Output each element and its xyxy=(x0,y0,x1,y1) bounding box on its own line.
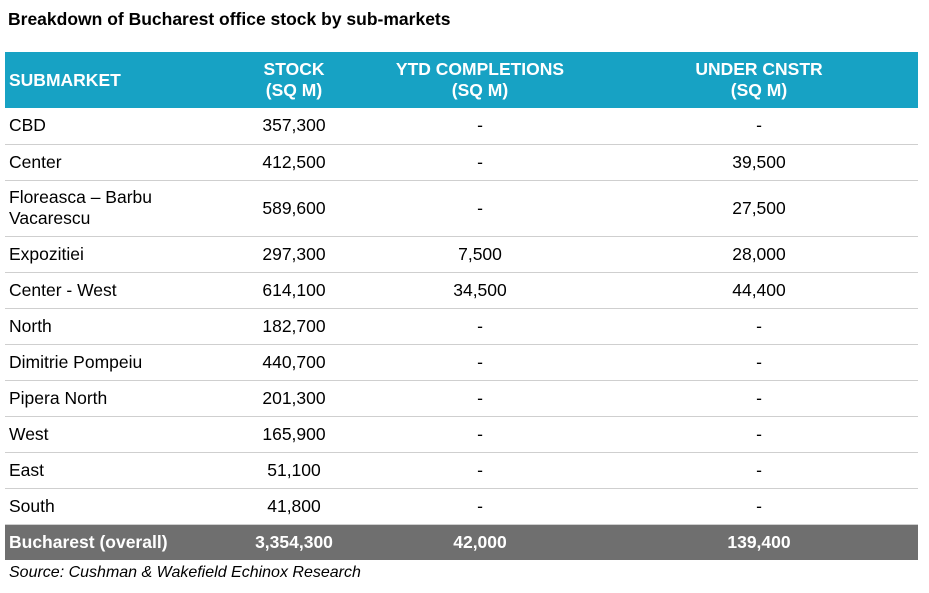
cell-ytd: - xyxy=(360,344,600,381)
table-row: East 51,100 - - xyxy=(5,452,918,489)
cell-submarket: Dimitrie Pompeiu xyxy=(5,344,228,381)
cell-submarket: CBD xyxy=(5,108,228,145)
cell-ytd: 34,500 xyxy=(360,272,600,309)
cell-ytd: - xyxy=(360,488,600,525)
cell-stock: 589,600 xyxy=(228,180,360,237)
table-body: CBD 357,300 - - Center 412,500 - 39,500 … xyxy=(5,108,918,560)
cell-submarket: Pipera North xyxy=(5,380,228,417)
total-ytd: 42,000 xyxy=(360,524,600,560)
table-row: Expozitiei 297,300 7,500 28,000 xyxy=(5,236,918,273)
cell-under: - xyxy=(600,344,918,381)
cell-ytd: - xyxy=(360,380,600,417)
cell-submarket: West xyxy=(5,416,228,453)
table-row: Dimitrie Pompeiu 440,700 - - xyxy=(5,344,918,381)
cell-under: - xyxy=(600,380,918,417)
cell-under: 28,000 xyxy=(600,236,918,273)
cell-submarket: East xyxy=(5,452,228,489)
table-row: Pipera North 201,300 - - xyxy=(5,380,918,417)
cell-stock: 182,700 xyxy=(228,308,360,345)
table-row: South 41,800 - - xyxy=(5,488,918,525)
table-row: Center 412,500 - 39,500 xyxy=(5,144,918,181)
header-under-line1: UNDER CNSTR xyxy=(695,59,823,79)
cell-ytd: - xyxy=(360,108,600,145)
header-under-construction: UNDER CNSTR (SQ M) xyxy=(600,52,918,108)
cell-under: 27,500 xyxy=(600,180,918,237)
cell-stock: 201,300 xyxy=(228,380,360,417)
cell-under: 44,400 xyxy=(600,272,918,309)
office-stock-table: SUBMARKET STOCK (SQ M) YTD COMPLETIONS (… xyxy=(5,52,918,560)
source-note: Source: Cushman & Wakefield Echinox Rese… xyxy=(9,564,361,581)
page-title: Breakdown of Bucharest office stock by s… xyxy=(8,9,451,29)
header-submarket: SUBMARKET xyxy=(5,52,228,108)
cell-submarket-line1: Floreasca – Barbu xyxy=(9,187,152,207)
cell-ytd: 7,500 xyxy=(360,236,600,273)
cell-stock: 297,300 xyxy=(228,236,360,273)
cell-submarket: South xyxy=(5,488,228,525)
total-stock: 3,354,300 xyxy=(228,524,360,560)
header-stock-line1: STOCK xyxy=(263,59,325,79)
cell-stock: 412,500 xyxy=(228,144,360,181)
cell-submarket: North xyxy=(5,308,228,345)
cell-under: - xyxy=(600,452,918,489)
cell-stock: 165,900 xyxy=(228,416,360,453)
header-ytd-line2: (SQ M) xyxy=(451,80,509,100)
table-row: Floreasca – Barbu Vacarescu 589,600 - 27… xyxy=(5,180,918,237)
table-row: Center - West 614,100 34,500 44,400 xyxy=(5,272,918,309)
header-ytd-completions: YTD COMPLETIONS (SQ M) xyxy=(360,52,600,108)
header-stock-line2: (SQ M) xyxy=(265,80,323,100)
table-header: SUBMARKET STOCK (SQ M) YTD COMPLETIONS (… xyxy=(5,52,918,108)
total-submarket: Bucharest (overall) xyxy=(5,524,228,560)
cell-ytd: - xyxy=(360,144,600,181)
cell-submarket: Expozitiei xyxy=(5,236,228,273)
total-under: 139,400 xyxy=(600,524,918,560)
cell-under: - xyxy=(600,416,918,453)
table-row: North 182,700 - - xyxy=(5,308,918,345)
cell-submarket: Center - West xyxy=(5,272,228,309)
cell-under: - xyxy=(600,308,918,345)
cell-submarket: Floreasca – Barbu Vacarescu xyxy=(5,180,228,237)
cell-stock: 614,100 xyxy=(228,272,360,309)
cell-submarket-line2: Vacarescu xyxy=(9,208,91,228)
cell-stock: 357,300 xyxy=(228,108,360,145)
total-row: Bucharest (overall) 3,354,300 42,000 139… xyxy=(5,524,918,560)
cell-stock: 41,800 xyxy=(228,488,360,525)
cell-submarket: Center xyxy=(5,144,228,181)
table-row: West 165,900 - - xyxy=(5,416,918,453)
header-ytd-line1: YTD COMPLETIONS xyxy=(395,59,565,79)
cell-ytd: - xyxy=(360,452,600,489)
cell-stock: 440,700 xyxy=(228,344,360,381)
cell-stock: 51,100 xyxy=(228,452,360,489)
header-row: SUBMARKET STOCK (SQ M) YTD COMPLETIONS (… xyxy=(5,52,918,108)
header-stock: STOCK (SQ M) xyxy=(228,52,360,108)
cell-under: - xyxy=(600,108,918,145)
cell-ytd: - xyxy=(360,180,600,237)
cell-ytd: - xyxy=(360,416,600,453)
table-row: CBD 357,300 - - xyxy=(5,108,918,145)
cell-under: - xyxy=(600,488,918,525)
cell-ytd: - xyxy=(360,308,600,345)
header-under-line2: (SQ M) xyxy=(730,80,788,100)
cell-under: 39,500 xyxy=(600,144,918,181)
